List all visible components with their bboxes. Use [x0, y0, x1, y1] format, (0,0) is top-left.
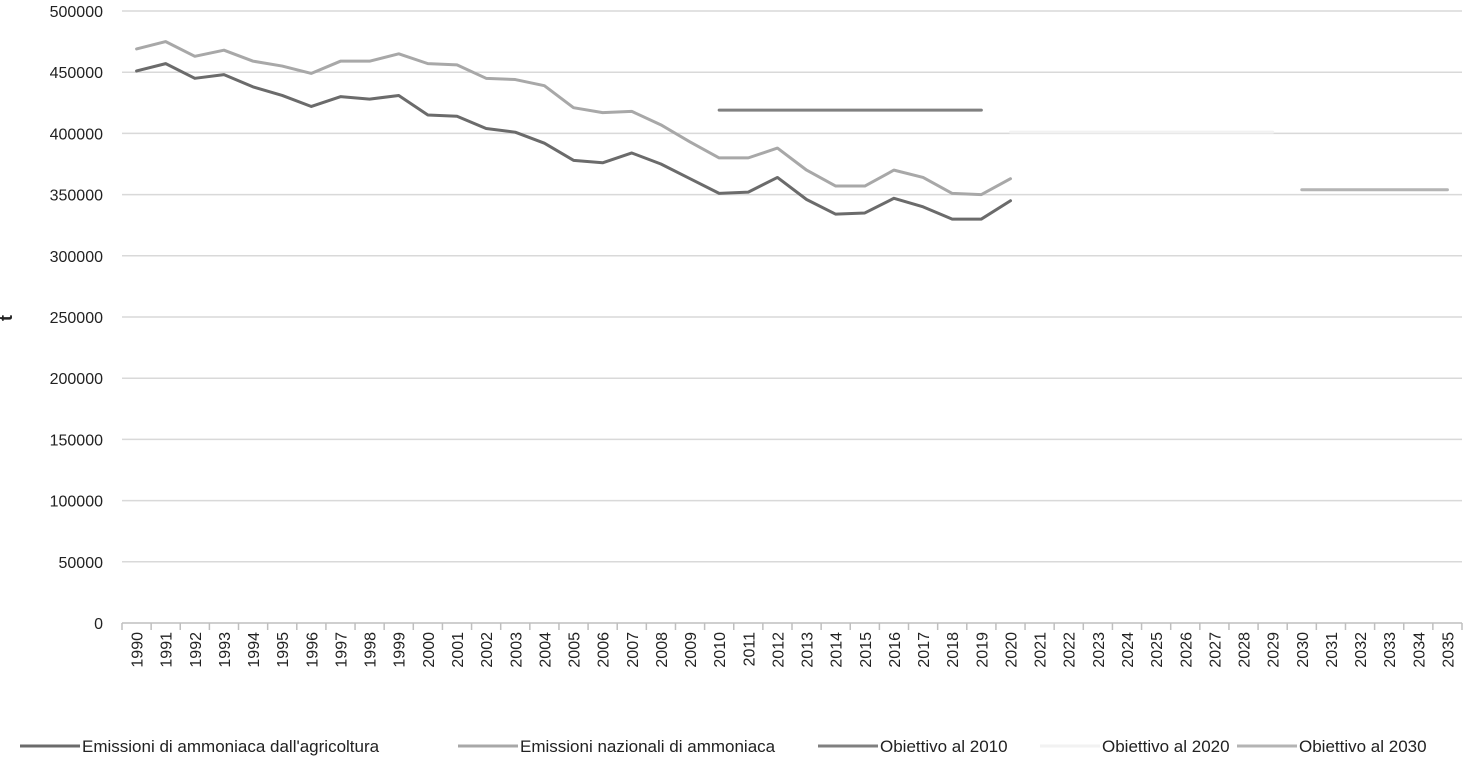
- x-tick-label: 2035: [1440, 632, 1457, 668]
- legend-label: Obiettivo al 2010: [880, 737, 1008, 756]
- y-tick-label: 150000: [50, 432, 103, 449]
- x-tick-label: 1991: [159, 632, 176, 668]
- x-tick-label: 2034: [1411, 632, 1428, 668]
- x-tick-label: 2006: [596, 632, 613, 668]
- x-tick-label: 1992: [188, 632, 205, 668]
- x-tick-label: 2021: [1033, 632, 1050, 668]
- x-tick-label: 1999: [392, 632, 409, 668]
- x-tick-label: 2000: [421, 632, 438, 668]
- x-tick-label: 2002: [479, 632, 496, 668]
- y-axis-label: t: [0, 315, 16, 321]
- x-tick-label: 1997: [333, 632, 350, 668]
- legend-label: Emissioni di ammoniaca dall'agricoltura: [82, 737, 380, 756]
- x-tick-label: 2032: [1353, 632, 1370, 668]
- y-tick-label: 500000: [50, 4, 103, 21]
- x-tick-label: 2018: [945, 632, 962, 668]
- y-tick-label: 400000: [50, 126, 103, 143]
- series-lines: [135, 40, 1449, 221]
- x-tick-label: 2020: [1003, 632, 1020, 668]
- x-tick-label: 2010: [712, 632, 729, 668]
- x-tick-label: 2009: [683, 632, 700, 668]
- y-tick-label: 0: [94, 616, 103, 633]
- y-tick-label: 350000: [50, 188, 103, 205]
- x-tick-label: 2008: [654, 632, 671, 668]
- x-tick-label: 2027: [1207, 632, 1224, 668]
- x-tick-label: 1993: [217, 632, 234, 668]
- x-tick-label: 2022: [1062, 632, 1079, 668]
- x-tick-label: 2024: [1120, 632, 1137, 668]
- x-tick-label: 1995: [275, 632, 292, 668]
- x-tick-label: 2019: [974, 632, 991, 668]
- legend-label: Obiettivo al 2030: [1299, 737, 1427, 756]
- x-tick-label: 2011: [741, 632, 758, 667]
- x-axis: 1990 1991 1992 1993 1994 1995 1996 1997 1998 1999…: [121, 622, 1463, 668]
- x-tick-label: 2007: [625, 632, 642, 668]
- x-tick-label: 2016: [887, 632, 904, 668]
- series-line-2: [135, 40, 1012, 197]
- x-tick-label: 2015: [858, 632, 875, 668]
- x-tick-label: 1994: [246, 632, 263, 668]
- x-tick-label: 2004: [537, 632, 554, 668]
- x-tick-label: 2023: [1091, 632, 1108, 668]
- x-tick-label: 2033: [1382, 632, 1399, 668]
- y-axis-tick-labels: 0 50000 100000 150000 200000 250000 300000 3500…: [50, 4, 103, 633]
- y-tick-label: 100000: [50, 494, 103, 511]
- x-tick-label: 2026: [1178, 632, 1195, 668]
- legend-label: Emissioni nazionali di ammoniaca: [520, 737, 776, 756]
- series-line-1: [135, 62, 1012, 221]
- x-tick-label: 2003: [508, 632, 525, 668]
- y-tick-label: 450000: [50, 65, 103, 82]
- x-tick-label: 2029: [1266, 632, 1283, 668]
- x-tick-label: 1996: [304, 632, 321, 668]
- x-tick-label: 2012: [770, 632, 787, 668]
- y-tick-label: 250000: [50, 310, 103, 327]
- x-tick-label: 2025: [1149, 632, 1166, 668]
- x-tick-label: 1998: [363, 632, 380, 668]
- x-tick-label: 2005: [567, 632, 584, 668]
- x-tick-label: 2030: [1295, 632, 1312, 668]
- x-tick-label: 2017: [916, 632, 933, 668]
- legend: Emissioni di ammoniaca dall'agricoltura E…: [20, 737, 1427, 756]
- x-tick-label: 2013: [800, 632, 817, 668]
- y-tick-label: 50000: [59, 555, 104, 572]
- x-tick-label: 2001: [450, 632, 467, 668]
- x-tick-label: 2031: [1324, 632, 1341, 668]
- x-tick-label: 2028: [1237, 632, 1254, 668]
- y-tick-label: 300000: [50, 249, 103, 266]
- y-tick-label: 200000: [50, 371, 103, 388]
- gridlines: [122, 10, 1462, 563]
- x-tick-label: 2014: [829, 632, 846, 668]
- x-tick-label: 1990: [130, 632, 147, 668]
- legend-label: Obiettivo al 2020: [1102, 737, 1230, 756]
